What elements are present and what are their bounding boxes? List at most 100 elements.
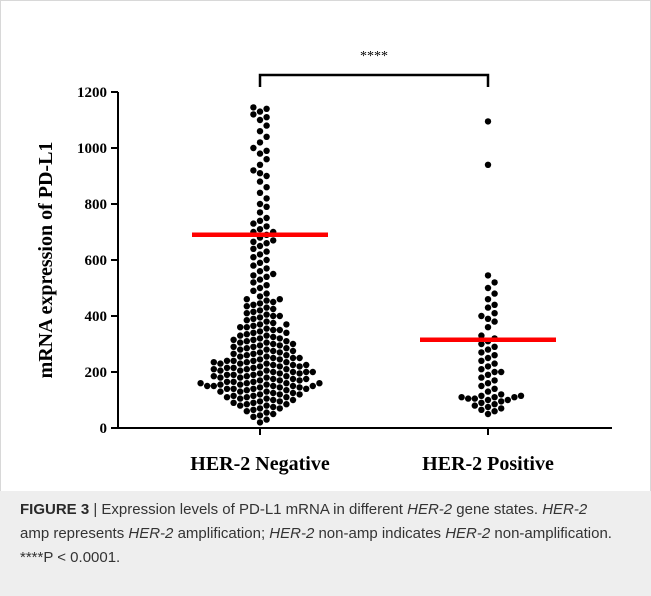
data-point: [237, 339, 244, 346]
data-point: [243, 345, 250, 352]
data-point: [256, 293, 264, 300]
data-point: [250, 371, 257, 378]
data-point: [250, 364, 257, 371]
data-point: [303, 375, 310, 383]
data-point: [250, 357, 257, 364]
data-point: [243, 408, 250, 415]
data-point: [223, 357, 231, 364]
y-tick-label: 1000: [77, 141, 107, 157]
caption-background: [0, 491, 651, 596]
data-point: [250, 385, 257, 392]
data-point: [270, 382, 277, 390]
data-point: [303, 361, 310, 369]
data-point: [250, 336, 257, 343]
data-point: [517, 392, 525, 399]
x-category-label: HER-2 Negative: [190, 453, 330, 475]
data-point: [283, 359, 290, 366]
y-tick-label: 1200: [77, 85, 107, 101]
data-point: [263, 318, 270, 325]
significance-label: ****: [360, 49, 388, 64]
data-point: [237, 360, 244, 367]
data-point: [478, 332, 485, 339]
y-tick-label: 800: [85, 197, 108, 213]
data-point: [283, 366, 290, 373]
data-point: [204, 382, 211, 390]
data-point: [484, 396, 492, 404]
data-point: [256, 370, 264, 377]
data-point: [250, 254, 257, 261]
data-point: [250, 308, 257, 315]
data-point: [296, 391, 303, 398]
data-point: [217, 360, 224, 367]
data-point: [263, 311, 270, 318]
data-point: [270, 389, 277, 397]
data-point: [491, 301, 498, 308]
data-point: [283, 401, 290, 408]
data-point: [250, 104, 257, 111]
data-point: [303, 385, 310, 392]
data-point: [223, 364, 231, 371]
data-point: [263, 195, 270, 202]
caption-gene-5: HER-2: [445, 525, 491, 542]
data-point: [478, 340, 485, 348]
data-point: [270, 305, 277, 313]
data-point: [256, 391, 264, 398]
data-point: [256, 170, 264, 177]
data-point: [256, 363, 264, 370]
data-point: [289, 340, 297, 348]
data-point: [250, 343, 257, 350]
y-tick-label: 400: [85, 309, 108, 325]
caption-gene-1: HER-2: [407, 501, 453, 518]
data-point: [263, 203, 270, 210]
data-point: [263, 223, 270, 230]
data-point: [511, 394, 518, 401]
data-point: [256, 242, 264, 250]
data-point: [256, 398, 264, 405]
data-point: [276, 384, 283, 391]
data-point: [263, 297, 270, 304]
data-point: [243, 366, 250, 373]
data-point: [498, 368, 505, 376]
data-point: [478, 312, 485, 320]
y-axis-label: mRNA expression of PD-L1: [35, 142, 57, 379]
data-point: [217, 388, 224, 395]
data-point: [263, 122, 270, 129]
data-point: [270, 403, 277, 411]
data-point: [223, 371, 231, 378]
data-point: [256, 139, 264, 146]
data-point: [250, 220, 257, 227]
caption-text-6: non-amplification. ****P < 0.0001.: [20, 525, 612, 566]
data-point: [484, 388, 492, 395]
data-point: [270, 375, 277, 383]
data-point: [237, 324, 244, 331]
data-point: [263, 409, 270, 416]
data-point: [250, 399, 257, 406]
y-tick-label: 200: [85, 365, 108, 381]
data-point: [263, 172, 270, 180]
data-point: [263, 346, 270, 353]
data-point: [217, 367, 224, 374]
data-point: [243, 401, 250, 408]
data-point: [276, 349, 283, 356]
data-point: [491, 401, 498, 408]
data-point: [276, 377, 283, 384]
data-point: [296, 363, 303, 370]
data-point: [230, 350, 237, 357]
data-point: [256, 307, 264, 314]
data-point: [283, 373, 290, 380]
data-point: [256, 276, 264, 283]
data-point: [283, 321, 290, 328]
data-point: [276, 391, 283, 398]
data-point: [478, 406, 485, 413]
data-point: [309, 368, 316, 376]
data-point: [243, 359, 250, 366]
data-point: [484, 272, 492, 279]
data-point: [243, 394, 250, 401]
data-point: [210, 373, 217, 380]
caption-gene-2: HER-2: [542, 501, 588, 518]
data-point: [289, 375, 297, 383]
chart: 0 200 400 600 800 1000 1200 mRNA expression of …: [35, 49, 612, 475]
data-point: [243, 324, 250, 331]
data-point: [270, 354, 277, 362]
caption-text-1: Expression levels of PD-L1 mRNA in diffe…: [101, 501, 408, 518]
